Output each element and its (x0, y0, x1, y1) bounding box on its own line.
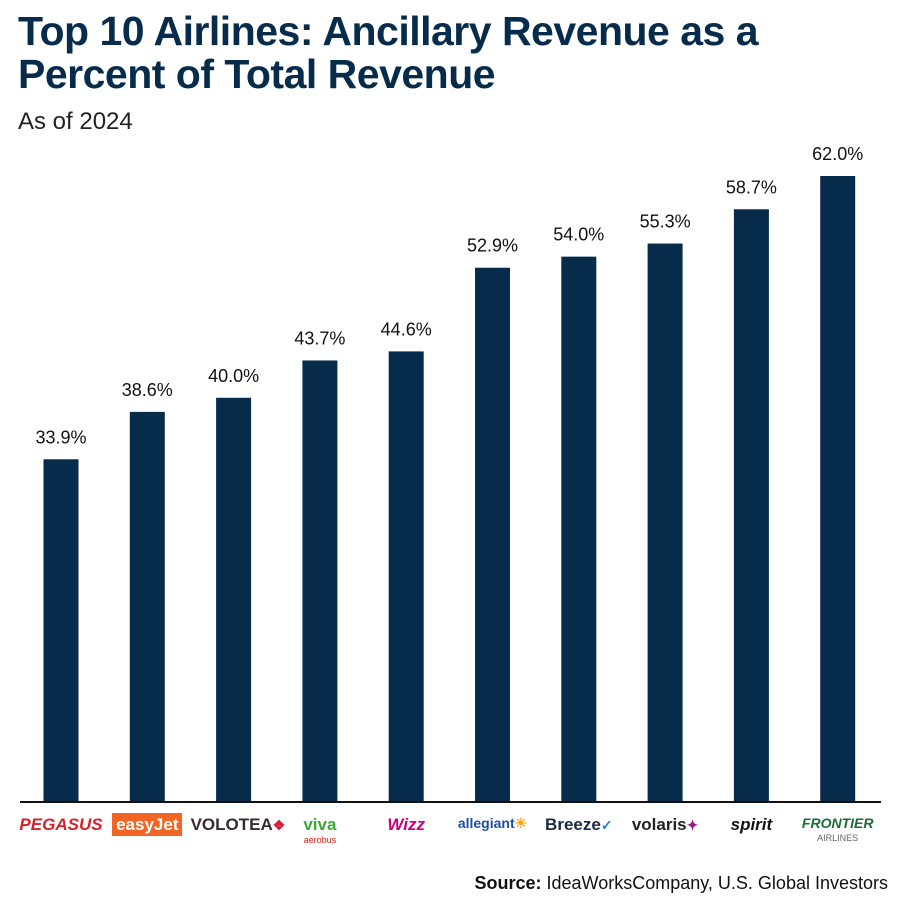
data-label: 38.6% (122, 380, 173, 400)
chart-title: Top 10 Airlines: Ancillary Revenue as a … (18, 8, 759, 97)
logo-volotea: VOLOTEA❖ (190, 815, 286, 834)
data-label: 44.6% (381, 319, 432, 339)
bar-wizz (388, 351, 424, 801)
source-text: IdeaWorksCompany, U.S. Global Investors (546, 873, 888, 893)
logo-breeze: Breeze✓ (545, 815, 613, 834)
bar-pegasus (43, 459, 79, 801)
logo-allegiant: allegiant☀ (457, 815, 528, 831)
data-label: 58.7% (726, 177, 777, 197)
bar-spirit (733, 209, 769, 802)
data-label: 43.7% (294, 328, 345, 348)
logo-easyjet: easyJet (104, 813, 190, 836)
bar-frontier-airlines (820, 176, 856, 801)
logo-frontier-airlines: FRONTIER AIRLINES (801, 815, 874, 843)
data-label: 62.0% (812, 144, 863, 164)
logo-spirit: spirit (730, 815, 773, 834)
source-note: Source: IdeaWorksCompany, U.S. Global In… (474, 873, 888, 894)
bar-volotea (216, 397, 252, 801)
bar-breeze (561, 256, 597, 802)
bar-easyjet (129, 411, 165, 801)
bar-viva-aerobus (302, 360, 338, 801)
data-label: 33.9% (35, 427, 86, 447)
data-label: 55.3% (640, 212, 691, 232)
bar-volaris (647, 243, 683, 801)
logo-volaris: volaris✦ (631, 815, 699, 834)
logo-viva-aerobus: viva aerobus (303, 815, 337, 845)
source-label: Source: (474, 873, 542, 893)
data-label: 40.0% (208, 366, 259, 386)
logo-wizz: Wizz (387, 815, 425, 834)
data-label: 52.9% (467, 236, 518, 256)
logo-pegasus: PEGASUS (19, 815, 103, 834)
chart-subtitle: As of 2024 (18, 108, 133, 135)
bar-allegiant (475, 267, 510, 801)
data-label: 54.0% (553, 225, 604, 245)
